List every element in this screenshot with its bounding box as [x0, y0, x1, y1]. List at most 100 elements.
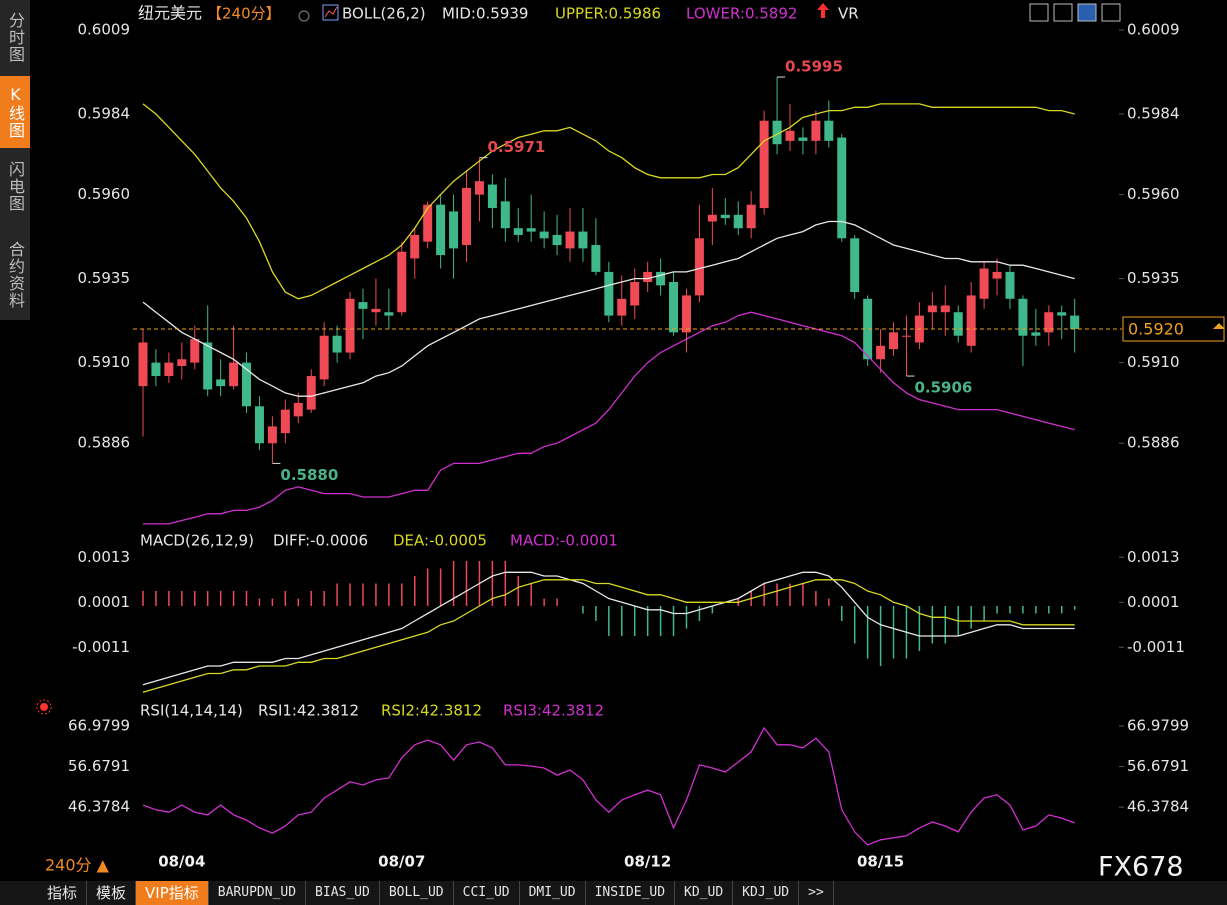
tab[interactable]: VIP指标 — [136, 881, 209, 905]
candle-body — [216, 379, 226, 387]
candle-body — [190, 339, 200, 363]
candle-body — [656, 271, 666, 286]
add-icon[interactable] — [298, 10, 310, 22]
candle-body — [229, 362, 239, 387]
indicator-label: VR — [838, 5, 859, 23]
y-tick-label-right: 0.6009 — [1127, 21, 1180, 39]
candle-body — [1057, 312, 1067, 316]
candle-body — [720, 214, 730, 219]
period-button[interactable]: 240分 ▲ — [45, 856, 110, 875]
y-tick-label: 0.0001 — [78, 593, 131, 611]
y-tick-label-right: 46.3784 — [1127, 798, 1189, 816]
last-price-label: 0.5920 — [1128, 320, 1184, 339]
tab[interactable]: CCI_UD — [454, 881, 520, 905]
candle-body — [992, 271, 1002, 279]
candle-body — [151, 362, 161, 377]
y-tick-label: 0.5984 — [78, 104, 131, 122]
candle-body — [863, 298, 873, 360]
candle-body — [449, 211, 459, 249]
boll-line — [142, 103, 1075, 300]
tab[interactable]: BIAS_UD — [306, 881, 380, 905]
annotation: 0.5906 — [914, 379, 972, 397]
y-tick-label-right: 0.0013 — [1127, 548, 1180, 566]
tab[interactable]: BOLL_UD — [380, 881, 454, 905]
tab[interactable]: BARUPDN_UD — [209, 881, 307, 905]
period-label: 【240分】 — [207, 5, 281, 23]
candle-body — [254, 406, 264, 444]
candle-body — [371, 308, 381, 313]
y-tick-label-right: 0.0001 — [1127, 593, 1180, 611]
x-tick-label: 08/12 — [624, 853, 671, 871]
candle-body — [630, 281, 640, 306]
panel-title: RSI(14,14,14) — [140, 702, 243, 720]
candle-body — [306, 376, 316, 410]
y-tick-label: 0.0013 — [78, 548, 131, 566]
candle-body — [733, 214, 743, 229]
candle-body — [617, 298, 627, 316]
y-tick-label: 0.5910 — [78, 353, 131, 371]
candle-body — [384, 312, 394, 316]
candle-body — [707, 214, 717, 222]
candle-body — [526, 228, 536, 232]
x-tick-label: 08/04 — [158, 853, 205, 871]
candle-body — [423, 204, 433, 242]
candle-body — [694, 238, 704, 296]
arrow-icon — [817, 3, 829, 18]
candle-body — [487, 184, 497, 209]
x-tick-label: 08/15 — [857, 853, 904, 871]
candle-body — [138, 342, 148, 387]
sidebar-tab[interactable]: 闪电图 — [6, 160, 25, 212]
macd-line — [142, 571, 1075, 686]
tab[interactable]: KD_UD — [675, 881, 734, 905]
candle-body — [889, 332, 899, 350]
tab[interactable]: INSIDE_UD — [586, 881, 676, 905]
candle-body — [565, 231, 575, 249]
panel-title: MACD(26,12,9) — [140, 532, 254, 550]
legend-entry: MID:0.5939 — [442, 5, 528, 23]
legend-entry: DEA:-0.0005 — [393, 532, 487, 550]
candle-body — [643, 271, 653, 282]
candle-body — [345, 298, 355, 353]
legend-entry: UPPER:0.5986 — [555, 5, 661, 23]
candle-body — [1018, 298, 1028, 336]
candle-body — [1005, 271, 1015, 299]
candle-body — [850, 238, 860, 293]
legend-entry: LOWER:0.5892 — [686, 5, 797, 23]
candle-body — [319, 335, 329, 380]
candle-body — [927, 305, 937, 313]
candle-body — [746, 204, 756, 229]
watermark: FX678 — [1098, 852, 1184, 883]
legend-entry: MACD:-0.0001 — [510, 532, 618, 550]
last-price-box — [1122, 316, 1225, 342]
tab[interactable]: >> — [799, 881, 834, 905]
sidebar: 分时图 K线图闪电图合约资料 — [0, 0, 30, 320]
candle-body — [164, 362, 174, 377]
candle-body — [436, 204, 446, 256]
candle-body — [500, 201, 510, 229]
candle-body — [293, 402, 303, 417]
tab[interactable]: DMI_UD — [520, 881, 586, 905]
y-tick-label: 56.6791 — [68, 757, 130, 775]
candle-body — [267, 426, 277, 444]
y-tick-label: 66.9799 — [68, 716, 130, 734]
sidebar-tab[interactable]: 合约资料 — [6, 241, 25, 309]
candle-body — [669, 281, 679, 333]
candle-body — [242, 362, 252, 407]
candle-body — [604, 271, 614, 316]
window-icons[interactable] — [1029, 3, 1121, 22]
tab[interactable]: 模板 — [87, 881, 137, 905]
y-tick-label-right: 0.5984 — [1127, 104, 1180, 122]
settings-icon[interactable] — [36, 699, 52, 715]
indicator-label: BOLL(26,2) — [342, 5, 426, 23]
y-tick-label-right: 0.5910 — [1127, 353, 1180, 371]
sidebar-tab[interactable]: 分时图 — [6, 11, 25, 63]
y-tick-label: 0.5960 — [78, 185, 131, 203]
candle-body — [177, 359, 187, 366]
y-tick-label-right: 0.5886 — [1127, 434, 1180, 452]
candle-body — [552, 234, 562, 246]
tab[interactable]: KDJ_UD — [733, 881, 800, 905]
sidebar-tab[interactable]: K线图 — [0, 76, 30, 148]
tab[interactable]: 指标 — [38, 881, 88, 905]
